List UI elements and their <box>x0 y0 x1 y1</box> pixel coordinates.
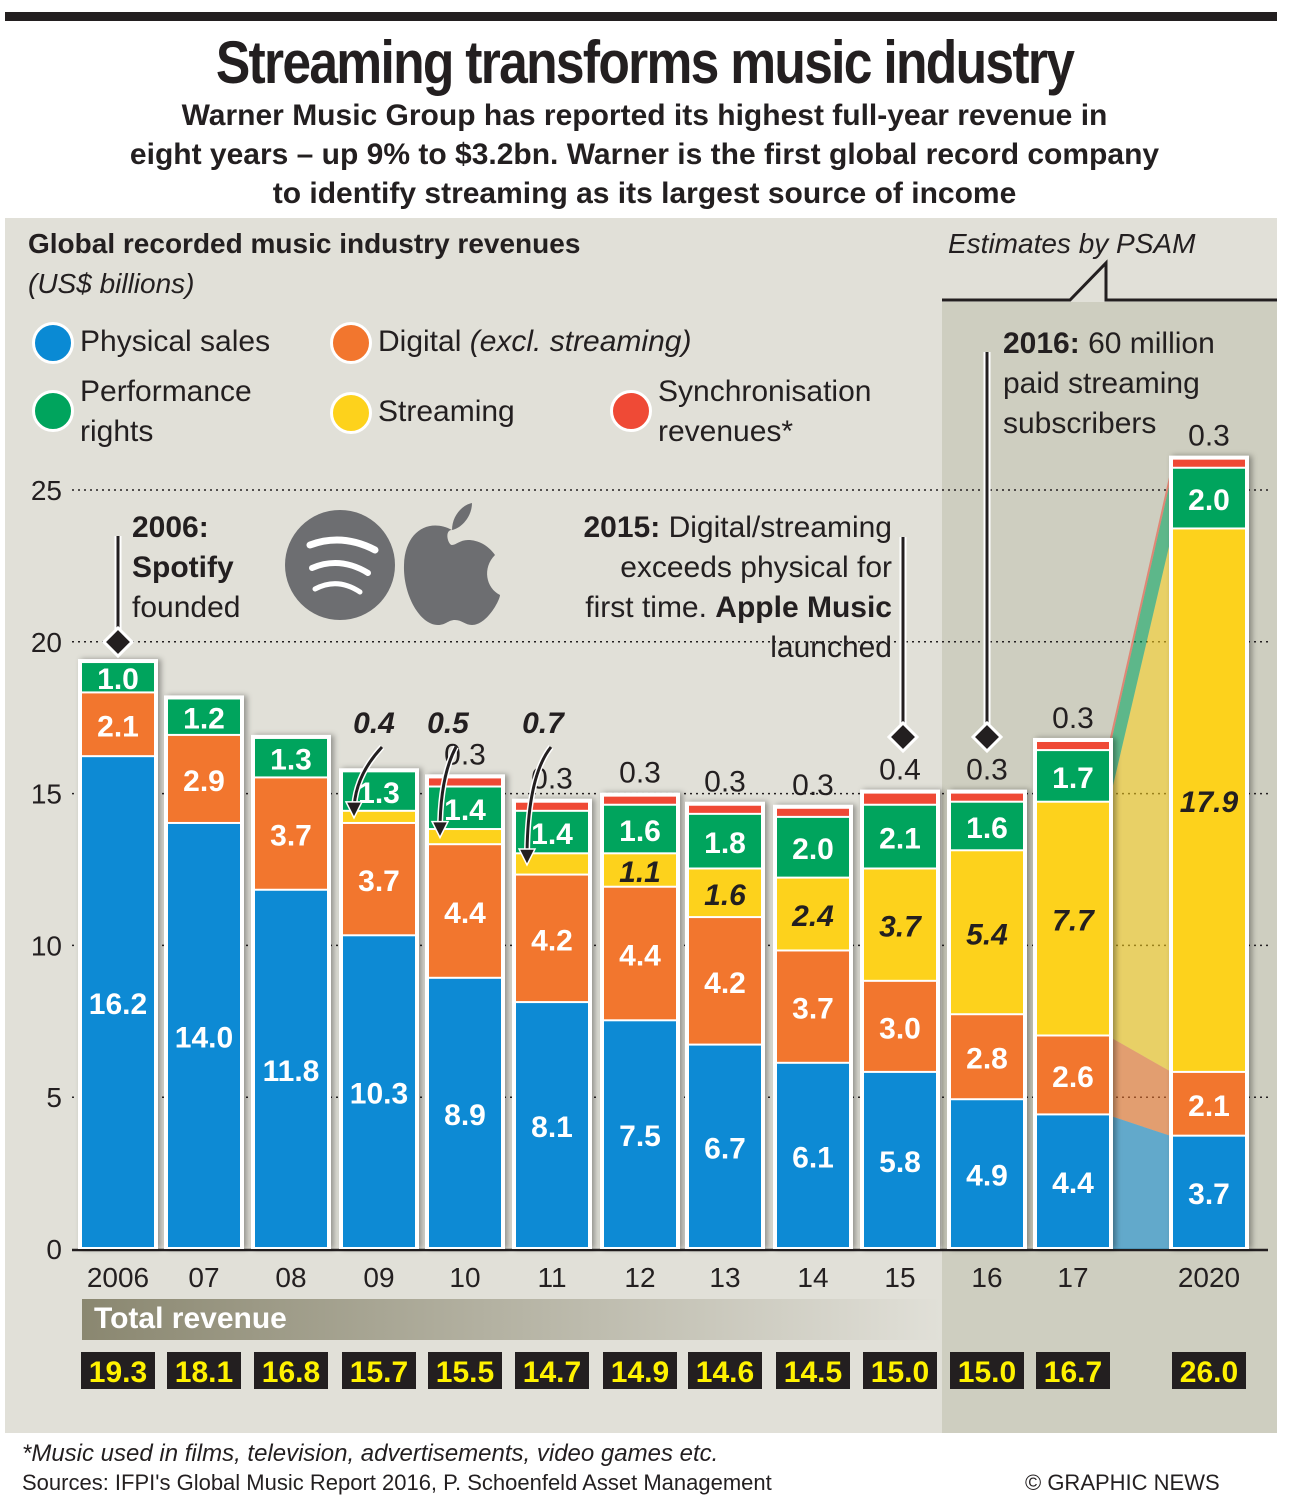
annotation-2016-text1: 60 million <box>1079 327 1215 360</box>
legend-swatch-physical <box>32 322 74 364</box>
legend-label-physical: Physical sales <box>80 325 271 358</box>
estimates-label: Estimates by PSAM <box>948 228 1196 259</box>
chart-title: Global recorded music industry revenues <box>28 228 581 259</box>
page-title: Streaming transforms music industry <box>215 29 1075 96</box>
legend-swatch-streaming <box>330 392 372 434</box>
legend-label-streaming: Streaming <box>378 395 515 428</box>
page-subtitle: Warner Music Group has reported its high… <box>129 99 1160 210</box>
footnote: *Music used in films, television, advert… <box>22 1440 719 1467</box>
top-rule <box>5 12 1277 21</box>
annotation-2015-text3: first time. <box>585 591 716 624</box>
annotation-2016-year: 2016: <box>1003 327 1080 360</box>
credit: © GRAPHIC NEWS <box>1025 1470 1220 1495</box>
chart-unit: (US$ billions) <box>28 268 195 299</box>
annotation-2015-year: 2015: <box>583 511 661 544</box>
legend-swatch-performance <box>32 390 74 432</box>
annotation-2016-text2: paid streaming <box>1003 367 1200 400</box>
legend-item-sync: Synchronisation revenues* <box>610 372 871 452</box>
annotation-2015-text1: Digital/streaming <box>660 511 892 544</box>
annotation-2006: 2006: Spotify founded <box>132 508 240 628</box>
annotation-2006-text: founded <box>132 591 241 624</box>
annotation-2015-apple-music: Apple Music <box>715 591 892 624</box>
legend-item-performance: Performance rights <box>32 372 252 452</box>
legend-item-digital: Digital (excl. streaming) <box>330 322 691 364</box>
legend-item-streaming: Streaming <box>330 392 515 434</box>
legend-label-digital: Digital <box>378 325 462 358</box>
annotation-2015-text2: exceeds physical for <box>620 551 892 584</box>
estimates-panel <box>942 302 1277 1433</box>
legend-label-performance: Performance rights <box>80 375 252 448</box>
legend-label-digital-note: (excl. streaming) <box>469 325 692 358</box>
annotation-2006-spotify: Spotify <box>132 551 234 584</box>
sources: Sources: IFPI's Global Music Report 2016… <box>22 1470 772 1495</box>
legend-swatch-sync <box>610 390 652 432</box>
annotation-2016-text3: subscribers <box>1003 407 1157 440</box>
annotation-2006-year: 2006: <box>132 511 209 544</box>
annotation-2016: 2016: 60 million paid streaming subscrib… <box>1003 324 1215 444</box>
legend-label-sync: Synchronisation revenues* <box>658 375 872 448</box>
legend-item-physical: Physical sales <box>32 322 270 364</box>
annotation-2015-text4: launched <box>770 631 892 664</box>
legend-swatch-digital <box>330 322 372 364</box>
annotation-2015: 2015: Digital/streaming exceeds physical… <box>430 508 893 668</box>
